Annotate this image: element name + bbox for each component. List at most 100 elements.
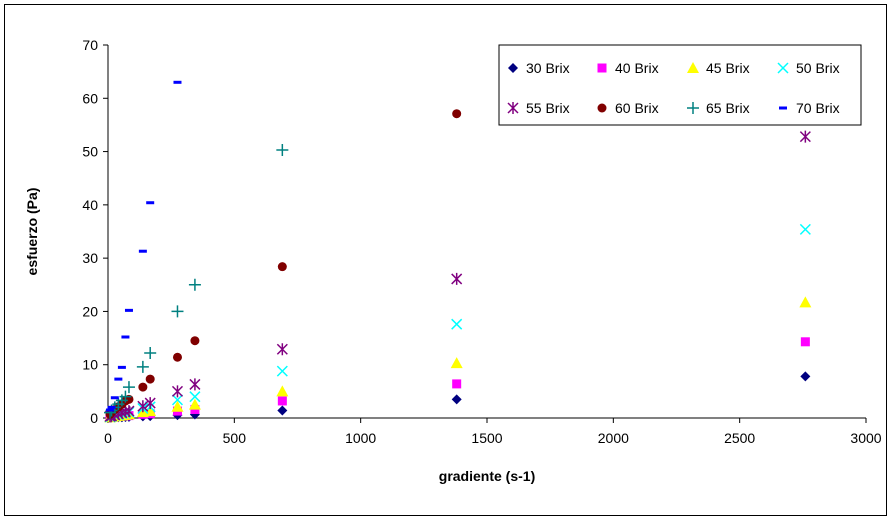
data-point: [188, 278, 201, 291]
data-point: [173, 80, 182, 84]
data-point: [452, 109, 462, 119]
data-point: [188, 398, 201, 410]
data-point: [114, 377, 123, 381]
legend-marker: [508, 63, 518, 73]
data-point: [277, 396, 287, 406]
data-point: [276, 343, 288, 356]
legend-label: 40 Brix: [615, 60, 659, 76]
data-point: [123, 405, 135, 418]
y-tick-label: 30: [82, 250, 98, 266]
data-point: [800, 371, 811, 382]
legend-label: 65 Brix: [706, 100, 750, 116]
data-point: [106, 408, 115, 412]
legend: 30 Brix 40 Brix 45 Brix 50 Brix 55 Brix 60 Br…: [498, 44, 862, 126]
y-tick-label: 10: [82, 357, 98, 373]
data-point: [189, 391, 201, 403]
series-55-brix: [104, 130, 811, 423]
data-point: [276, 143, 289, 156]
legend-marker: [597, 63, 607, 73]
data-point: [451, 394, 462, 405]
x-tick-label: 0: [104, 430, 112, 446]
legend-item: 60 Brix: [597, 100, 659, 116]
x-tick-label: 3000: [850, 430, 881, 446]
data-point: [450, 357, 463, 369]
data-point: [799, 223, 811, 235]
legend-marker: [779, 106, 787, 110]
data-point: [172, 352, 182, 362]
data-point: [138, 249, 147, 253]
data-point: [276, 385, 289, 397]
data-point: [138, 382, 148, 392]
legend-label: 50 Brix: [796, 60, 840, 76]
data-point: [452, 379, 462, 389]
legend-item: 30 Brix: [508, 60, 570, 76]
legend-label: 45 Brix: [706, 60, 750, 76]
legend-marker: [597, 103, 607, 113]
legend-marker: [687, 102, 699, 114]
y-tick-label: 70: [82, 37, 98, 53]
series-50-brix: [104, 223, 811, 423]
data-point: [122, 381, 135, 394]
legend-item: 45 Brix: [687, 60, 750, 76]
y-tick-label: 40: [82, 197, 98, 213]
x-tick-labels: 0 500 1000 1500 2000 2500 3000: [104, 430, 882, 446]
data-point: [124, 308, 133, 312]
data-point: [136, 360, 149, 373]
legend-label: 70 Brix: [796, 100, 840, 116]
y-tick-labels: 0 10 20 30 40 50 60 70: [82, 37, 98, 426]
data-point: [277, 262, 287, 272]
legend-label: 60 Brix: [615, 100, 659, 116]
x-axis-title: gradiente (s-1): [439, 468, 535, 484]
legend-marker: [507, 102, 519, 114]
data-point: [171, 305, 184, 318]
data-point: [110, 396, 119, 400]
legend-item: 70 Brix: [779, 100, 840, 116]
data-point: [119, 390, 132, 403]
data-point: [799, 130, 811, 143]
y-tick-label: 20: [82, 303, 98, 319]
legend-marker: [777, 62, 789, 74]
series-40-brix: [105, 337, 810, 422]
data-point: [189, 378, 201, 391]
data-point: [277, 405, 288, 416]
data-point: [171, 400, 184, 412]
data-point: [451, 272, 463, 285]
data-point: [144, 397, 156, 410]
data-point: [144, 346, 157, 359]
x-tick-label: 2500: [724, 430, 755, 446]
data-point: [276, 365, 288, 377]
data-point: [137, 400, 149, 413]
series-65-brix: [104, 143, 289, 419]
legend-marker: [687, 62, 699, 73]
legend-item: 50 Brix: [777, 60, 840, 76]
y-tick-label: 60: [82, 90, 98, 106]
data-point: [145, 374, 155, 384]
y-tick-label: 50: [82, 144, 98, 160]
legend-item: 55 Brix: [507, 100, 570, 116]
x-tick-label: 1000: [345, 430, 376, 446]
series-70-brix: [106, 80, 182, 412]
series-30-brix: [105, 371, 811, 423]
data-point: [190, 336, 200, 346]
data-point: [171, 394, 184, 406]
x-tick-label: 1500: [471, 430, 502, 446]
data-point: [107, 405, 116, 409]
legend-item: 40 Brix: [597, 60, 659, 76]
legend-label: 30 Brix: [526, 60, 570, 76]
data-point: [799, 296, 812, 308]
legend-item: 65 Brix: [687, 100, 750, 116]
data-point: [146, 201, 155, 205]
data-point: [451, 318, 463, 330]
x-tick-label: 500: [223, 430, 247, 446]
legend-box: [498, 44, 862, 126]
data-points: [104, 80, 812, 423]
data-point: [171, 385, 184, 398]
y-tick-label: 0: [90, 410, 98, 426]
y-axis-title: esfuerzo (Pa): [24, 188, 40, 276]
legend-label: 55 Brix: [526, 100, 570, 116]
data-point: [800, 337, 810, 347]
data-point: [121, 335, 130, 339]
x-tick-label: 2000: [598, 430, 629, 446]
data-point: [117, 365, 126, 369]
